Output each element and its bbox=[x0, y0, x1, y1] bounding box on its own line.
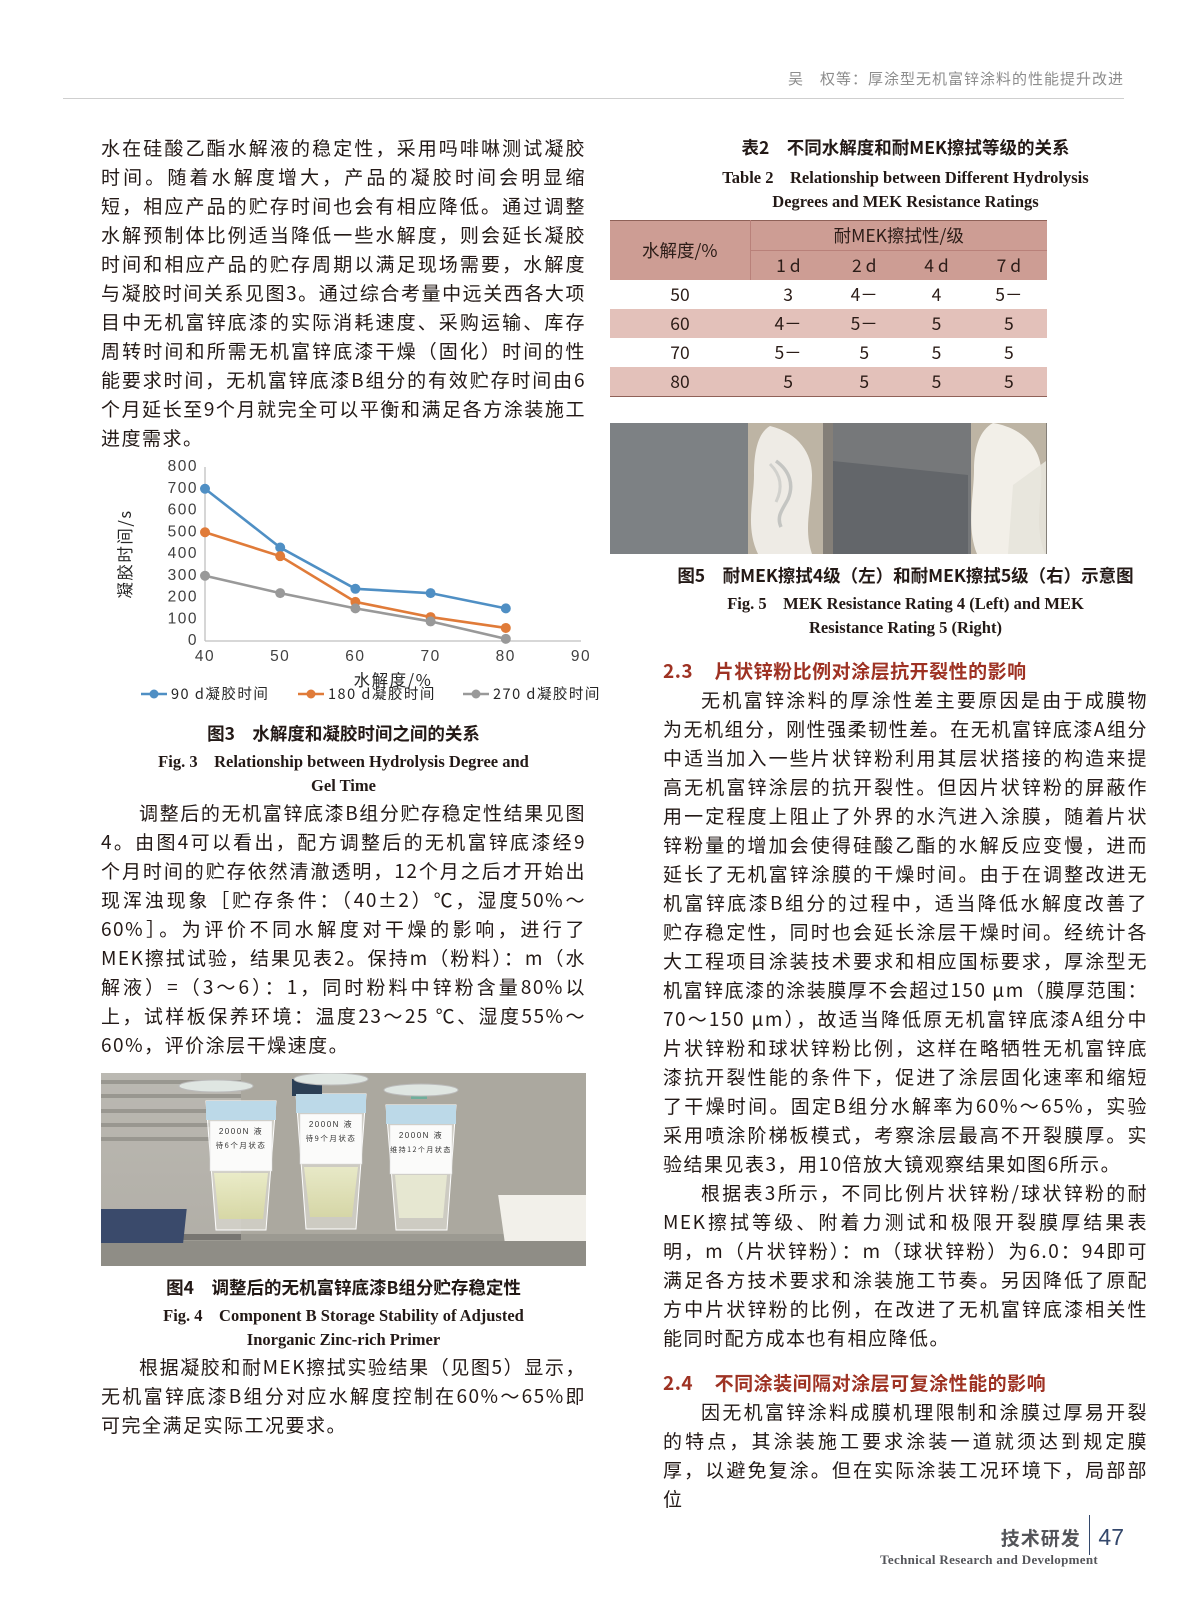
svg-text:2000N 液: 2000N 液 bbox=[399, 1130, 443, 1140]
svg-text:80: 80 bbox=[496, 648, 516, 665]
svg-text:180 d凝胶时间: 180 d凝胶时间 bbox=[328, 683, 436, 704]
svg-text:400: 400 bbox=[168, 545, 198, 562]
svg-text:90 d凝胶时间: 90 d凝胶时间 bbox=[171, 683, 269, 704]
svg-text:待6个月状态: 待6个月状态 bbox=[216, 1140, 267, 1151]
svg-text:2000N 液: 2000N 液 bbox=[219, 1126, 263, 1136]
svg-text:60: 60 bbox=[345, 648, 365, 665]
svg-text:800: 800 bbox=[168, 458, 198, 475]
svg-text:100: 100 bbox=[168, 611, 198, 628]
svg-text:2000N 液: 2000N 液 bbox=[309, 1119, 353, 1129]
svg-text:待9个月状态: 待9个月状态 bbox=[306, 1133, 357, 1144]
svg-text:40: 40 bbox=[195, 648, 215, 665]
svg-text:700: 700 bbox=[168, 480, 198, 497]
svg-text:500: 500 bbox=[168, 524, 198, 541]
svg-text:600: 600 bbox=[168, 502, 198, 519]
svg-text:50: 50 bbox=[270, 648, 290, 665]
svg-text:200: 200 bbox=[168, 589, 198, 606]
svg-text:90: 90 bbox=[571, 648, 591, 665]
svg-text:300: 300 bbox=[168, 567, 198, 584]
svg-text:凝胶时间/s: 凝胶时间/s bbox=[112, 509, 136, 598]
svg-text:0: 0 bbox=[188, 632, 198, 649]
svg-text:维持12个月状态: 维持12个月状态 bbox=[390, 1145, 452, 1155]
svg-text:70: 70 bbox=[420, 648, 440, 665]
svg-text:270 d凝胶时间: 270 d凝胶时间 bbox=[493, 683, 601, 704]
